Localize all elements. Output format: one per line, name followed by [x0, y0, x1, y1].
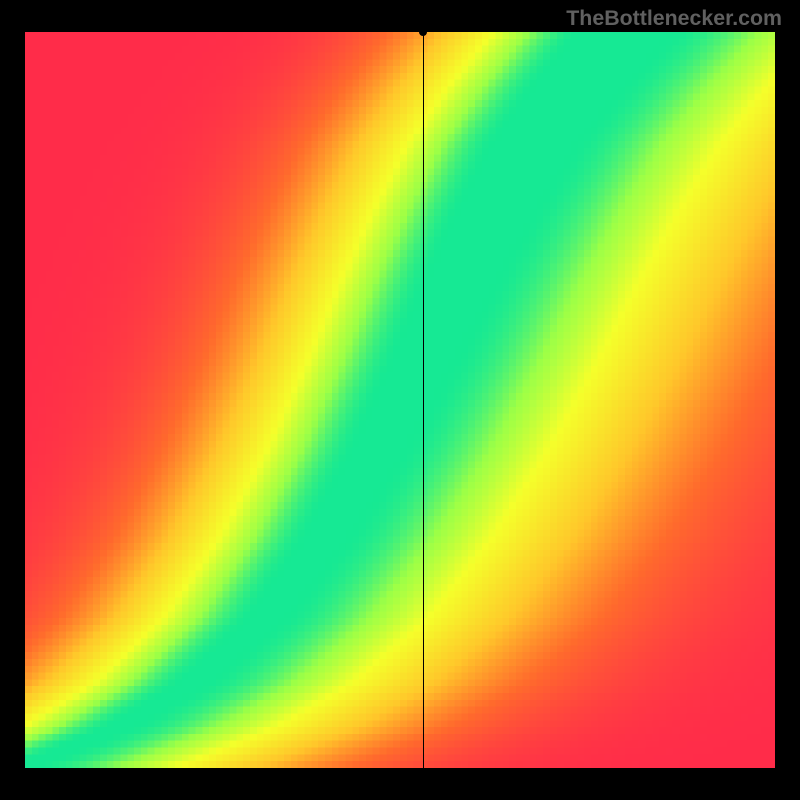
- heatmap-canvas: [25, 32, 775, 768]
- attribution-label: TheBottlenecker.com: [566, 6, 782, 31]
- chart-container: TheBottlenecker.com: [0, 0, 800, 800]
- heatmap-plot: [25, 32, 775, 768]
